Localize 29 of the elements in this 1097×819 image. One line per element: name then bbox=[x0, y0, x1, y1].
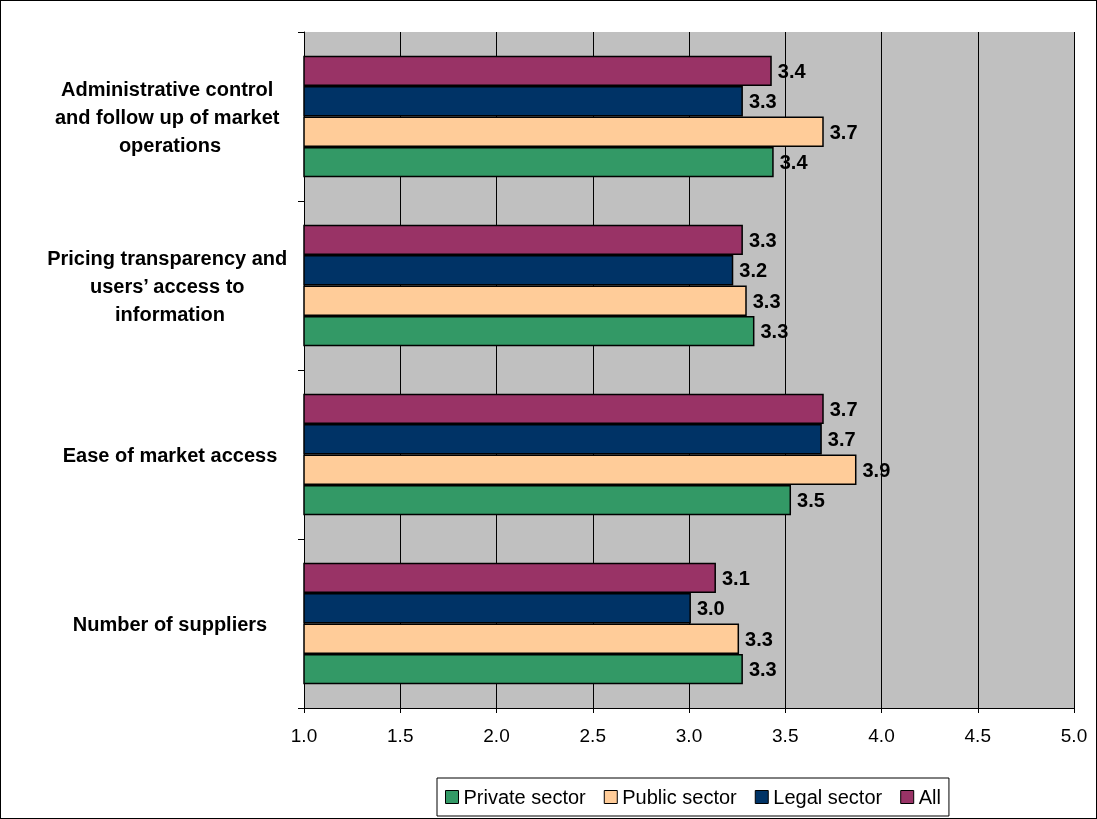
x-tick-label: 5.0 bbox=[1060, 725, 1088, 746]
data-label: 3.3 bbox=[745, 627, 773, 650]
y-tick-label: Ease of market access bbox=[62, 443, 278, 466]
legend-label: All bbox=[918, 786, 941, 808]
legend-label: Legal sector bbox=[773, 786, 883, 808]
data-label: 3.5 bbox=[797, 489, 825, 512]
data-label: 3.3 bbox=[752, 289, 781, 312]
data-label: 3.3 bbox=[748, 228, 777, 251]
x-tick-label: 3.5 bbox=[772, 725, 799, 746]
data-label: 3.7 bbox=[827, 428, 856, 451]
legend-label: Private sector bbox=[463, 786, 587, 808]
data-label: 3.2 bbox=[739, 259, 768, 282]
data-label: 3.1 bbox=[721, 566, 750, 589]
legend-label: Public sector bbox=[622, 786, 738, 808]
x-tick-label: 4.0 bbox=[868, 725, 895, 746]
data-label: 3.0 bbox=[696, 597, 725, 620]
data-label: 3.3 bbox=[748, 658, 777, 681]
data-label: 3.7 bbox=[829, 397, 858, 420]
x-tick-label: 4.5 bbox=[964, 725, 991, 746]
x-tick-label: 3.0 bbox=[675, 725, 703, 746]
y-tick-label: Number of suppliers bbox=[72, 612, 268, 635]
x-tick-label: 2.0 bbox=[483, 725, 510, 746]
x-tick-label: 2.5 bbox=[579, 725, 606, 746]
y-tick-label: Pricing transparency and users’ access to information bbox=[47, 246, 293, 325]
data-label: 3.7 bbox=[829, 120, 858, 143]
y-tick-label: Administrative control and follow up of market operations bbox=[54, 77, 286, 156]
data-label: 3.3 bbox=[748, 90, 777, 113]
x-tick-label: 1.0 bbox=[290, 725, 318, 746]
x-tick-label: 1.5 bbox=[387, 725, 414, 746]
